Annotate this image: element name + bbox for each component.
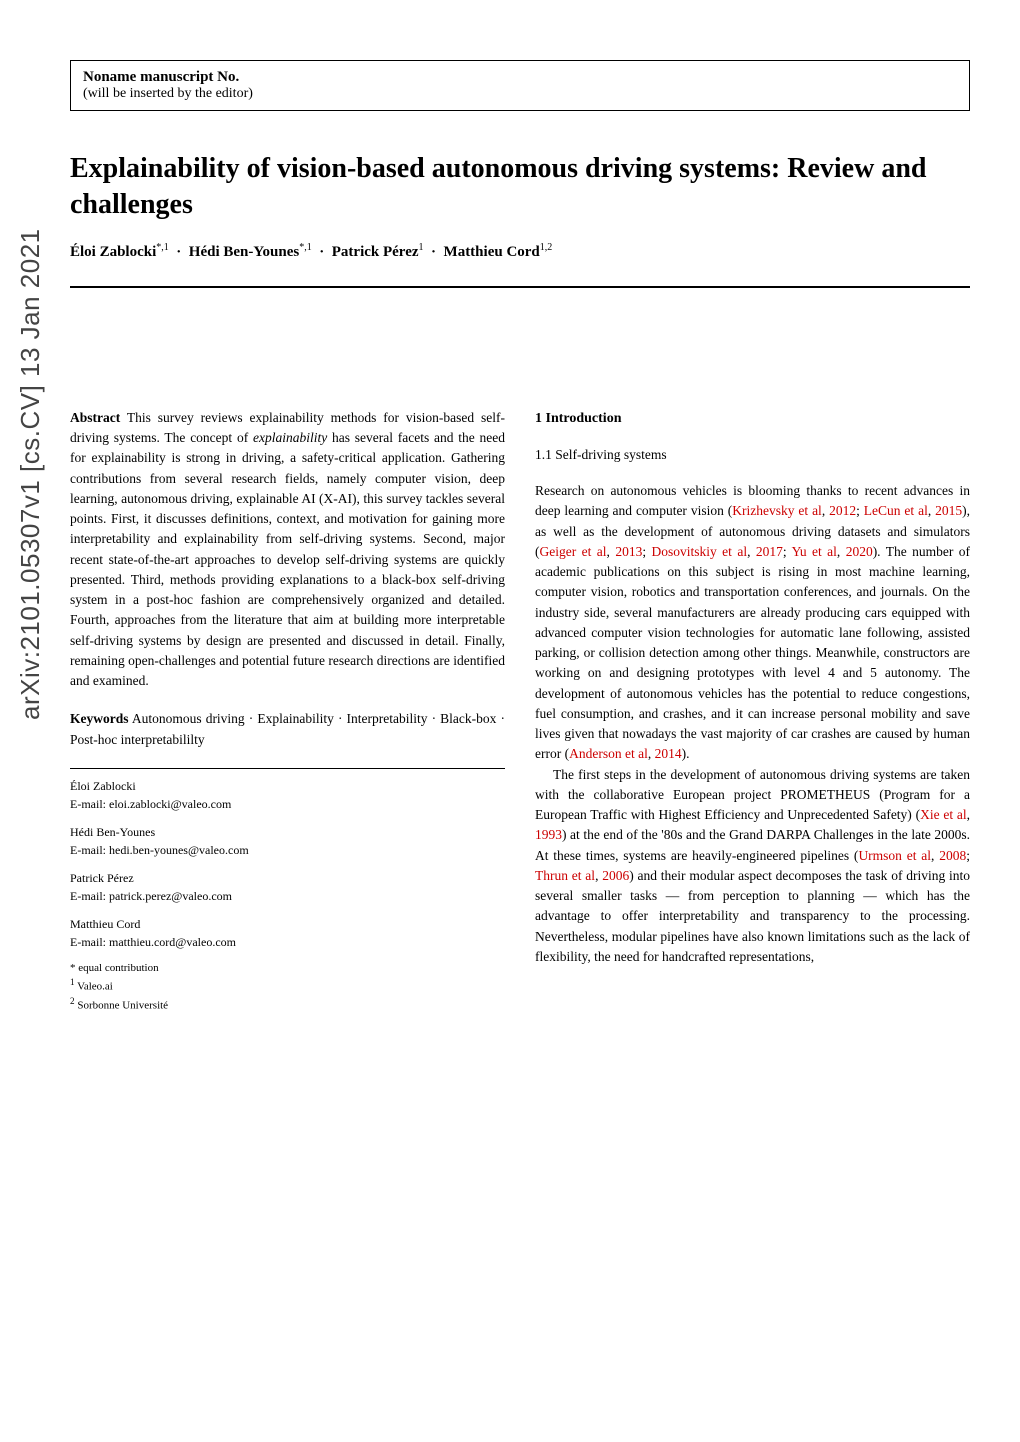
authors-line: Éloi Zablocki*,1 · Hédi Ben-Younes*,1 · … [70, 242, 970, 261]
manuscript-number: Noname manuscript No. [83, 69, 957, 86]
p1-sep-8: , [837, 544, 846, 559]
author-info-1: Éloi Zablocki E-mail: eloi.zablocki@vale… [70, 777, 505, 813]
keywords-text: Autonomous driving · Explainability · In… [70, 711, 505, 746]
abstract-italic-explainability: explainability [253, 430, 327, 445]
section-1-heading: 1 Introduction [535, 408, 970, 429]
cite-year-2015[interactable]: 2015 [935, 503, 962, 518]
author-info-3-name: Patrick Pérez [70, 869, 505, 887]
cite-year-2017[interactable]: 2017 [756, 544, 783, 559]
editor-placeholder: (will be inserted by the editor) [83, 86, 957, 102]
p1-sep-9: , [648, 746, 655, 761]
author-info-2-name: Hédi Ben-Younes [70, 823, 505, 841]
p2-sep-2: , [931, 848, 939, 863]
p2-text-1: The first steps in the development of au… [535, 767, 970, 823]
footnote-equal: * equal contribution [70, 961, 505, 976]
p1-sep-1: , [822, 503, 829, 518]
author-info-3-email: E-mail: patrick.perez@valeo.com [70, 887, 505, 905]
cite-lecun[interactable]: LeCun et al [864, 503, 928, 518]
cite-year-2006[interactable]: 2006 [602, 868, 629, 883]
author-3-sup: 1 [419, 242, 424, 253]
abstract-label: Abstract [70, 410, 120, 425]
cite-krizhevsky[interactable]: Krizhevsky et al [732, 503, 822, 518]
p1-text-3: ). The number of academic publications o… [535, 544, 970, 762]
cite-anderson[interactable]: Anderson et al [569, 746, 648, 761]
cite-xie[interactable]: Xie et al [920, 807, 967, 822]
paper-title: Explainability of vision-based autonomou… [70, 151, 970, 224]
p1-text-4: ). [682, 746, 690, 761]
left-column: Abstract This survey reviews explainabil… [70, 408, 505, 1014]
author-2-sup: *,1 [299, 242, 312, 253]
author-info-4-email: E-mail: matthieu.cord@valeo.com [70, 933, 505, 951]
abstract-block: Abstract This survey reviews explainabil… [70, 408, 505, 692]
author-info-2: Hédi Ben-Younes E-mail: hedi.ben-younes@… [70, 823, 505, 859]
cite-thrun[interactable]: Thrun et al [535, 868, 595, 883]
author-info-block: Éloi Zablocki E-mail: eloi.zablocki@vale… [70, 768, 505, 1014]
title-section: Explainability of vision-based autonomou… [70, 151, 970, 288]
author-info-1-name: Éloi Zablocki [70, 777, 505, 795]
author-3: Patrick Pérez [332, 244, 419, 260]
author-info-2-email: E-mail: hedi.ben-younes@valeo.com [70, 841, 505, 859]
cite-dosovitskiy[interactable]: Dosovitskiy et al [652, 544, 748, 559]
abstract-text-part2: has several facets and the need for expl… [70, 430, 505, 688]
intro-para-2: The first steps in the development of au… [535, 765, 970, 968]
footnote-aff2: 2 Sorbonne Université [70, 995, 505, 1014]
cite-year-2008[interactable]: 2008 [939, 848, 966, 863]
cite-urmson[interactable]: Urmson et al [858, 848, 931, 863]
cite-yu[interactable]: Yu et al [792, 544, 837, 559]
p1-sep-7: ; [783, 544, 792, 559]
cite-year-1993[interactable]: 1993 [535, 827, 562, 842]
cite-year-2012[interactable]: 2012 [829, 503, 856, 518]
author-info-3: Patrick Pérez E-mail: patrick.perez@vale… [70, 869, 505, 905]
author-2: Hédi Ben-Younes [189, 244, 299, 260]
author-info-4: Matthieu Cord E-mail: matthieu.cord@vale… [70, 915, 505, 951]
author-info-4-name: Matthieu Cord [70, 915, 505, 933]
author-1: Éloi Zablocki [70, 244, 156, 260]
p1-sep-5: ; [642, 544, 651, 559]
intro-para-1: Research on autonomous vehicles is bloom… [535, 481, 970, 765]
two-column-content: Abstract This survey reviews explainabil… [70, 408, 970, 1014]
p2-sep-3: ; [966, 848, 970, 863]
keywords-block: Keywords Autonomous driving · Explainabi… [70, 709, 505, 750]
p1-sep-6: , [747, 544, 756, 559]
author-4-sup: 1,2 [540, 242, 553, 253]
author-info-1-email: E-mail: eloi.zablocki@valeo.com [70, 795, 505, 813]
footnote-aff1: 1 Valeo.ai [70, 976, 505, 995]
cite-year-2013[interactable]: 2013 [615, 544, 642, 559]
page-container: Noname manuscript No. (will be inserted … [0, 0, 1020, 1064]
keywords-label: Keywords [70, 711, 129, 726]
manuscript-header-box: Noname manuscript No. (will be inserted … [70, 60, 970, 111]
cite-year-2014[interactable]: 2014 [655, 746, 682, 761]
cite-geiger[interactable]: Geiger et al [540, 544, 607, 559]
footnotes: * equal contribution 1 Valeo.ai 2 Sorbon… [70, 961, 505, 1014]
p2-sep-1: , [967, 807, 970, 822]
subsection-1-1-heading: 1.1 Self-driving systems [535, 445, 970, 465]
author-1-sup: *,1 [156, 242, 169, 253]
cite-year-2020[interactable]: 2020 [846, 544, 873, 559]
author-4: Matthieu Cord [444, 244, 540, 260]
p1-sep-2: ; [856, 503, 864, 518]
right-column: 1 Introduction 1.1 Self-driving systems … [535, 408, 970, 1014]
